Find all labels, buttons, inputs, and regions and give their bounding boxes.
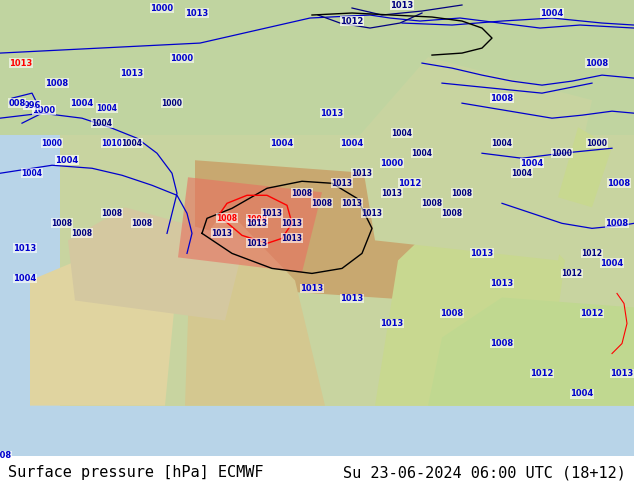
Text: 1008: 1008 (607, 179, 631, 188)
Text: 1008: 1008 (216, 214, 238, 223)
Text: 1004: 1004 (96, 104, 117, 113)
Text: 1000: 1000 (41, 139, 63, 147)
Polygon shape (185, 207, 325, 406)
Text: 1013: 1013 (611, 369, 633, 378)
Text: 1008: 1008 (451, 189, 472, 198)
Text: 1012: 1012 (580, 309, 604, 318)
Text: 1008: 1008 (131, 219, 153, 228)
Bar (60, 0, 634, 406)
Polygon shape (30, 257, 175, 406)
Polygon shape (178, 177, 322, 272)
Text: 1008: 1008 (585, 59, 609, 68)
Text: 1000: 1000 (171, 53, 193, 63)
Text: 1013: 1013 (120, 69, 144, 77)
Text: 1004: 1004 (491, 139, 512, 147)
Text: 1010: 1010 (101, 139, 122, 147)
Text: 1008: 1008 (491, 94, 514, 102)
Text: 1013: 1013 (351, 169, 373, 178)
Text: 1013: 1013 (382, 189, 403, 198)
Text: 1013: 1013 (301, 284, 323, 293)
Polygon shape (375, 177, 565, 406)
Text: 1004: 1004 (270, 139, 294, 147)
Text: 1012: 1012 (398, 179, 422, 188)
Text: 1004: 1004 (521, 159, 543, 168)
Text: 1008: 1008 (605, 219, 628, 228)
Text: 1008: 1008 (46, 78, 68, 88)
Text: 1004: 1004 (70, 98, 94, 108)
Text: 1013: 1013 (470, 249, 494, 258)
Text: 1008: 1008 (292, 189, 313, 198)
Polygon shape (558, 127, 612, 207)
Text: 1004: 1004 (13, 274, 37, 283)
Text: 1013: 1013 (391, 0, 413, 9)
Text: 1013: 1013 (380, 319, 404, 328)
Text: 1000: 1000 (586, 139, 607, 147)
Text: 1008: 1008 (101, 209, 122, 218)
Text: 1013: 1013 (361, 209, 382, 218)
Text: 1013: 1013 (212, 229, 233, 238)
Text: 1004: 1004 (600, 259, 624, 268)
Text: 1008: 1008 (441, 209, 463, 218)
Polygon shape (68, 207, 245, 320)
Text: 008: 008 (8, 98, 25, 108)
Text: 1013: 1013 (185, 8, 209, 18)
Text: 1008: 1008 (51, 219, 72, 228)
Text: 1012: 1012 (530, 369, 553, 378)
Text: Su 23-06-2024 06:00 UTC (18+12): Su 23-06-2024 06:00 UTC (18+12) (343, 466, 626, 480)
Text: 1013: 1013 (247, 219, 268, 228)
Polygon shape (428, 297, 634, 406)
Text: 1013: 1013 (247, 239, 268, 248)
Text: 1008: 1008 (441, 309, 463, 318)
Text: 1012: 1012 (562, 269, 583, 278)
Text: 1012: 1012 (340, 17, 364, 25)
Text: 1000: 1000 (380, 159, 404, 168)
Text: 1008: 1008 (247, 215, 268, 224)
Text: 1013: 1013 (281, 234, 302, 243)
Text: 1013: 1013 (490, 279, 514, 288)
Text: 1004: 1004 (512, 169, 533, 178)
Text: 1000: 1000 (32, 106, 56, 115)
Text: 1012: 1012 (581, 249, 602, 258)
Text: 1004: 1004 (411, 149, 432, 158)
Text: 1013: 1013 (281, 219, 302, 228)
Text: 1000: 1000 (150, 3, 174, 13)
Text: 1004: 1004 (55, 156, 79, 165)
Text: 1004: 1004 (571, 389, 593, 398)
Polygon shape (358, 57, 592, 260)
Text: 1008: 1008 (311, 199, 333, 208)
Polygon shape (0, 0, 634, 135)
Text: 1000: 1000 (552, 149, 573, 158)
Text: 1008: 1008 (491, 339, 514, 348)
Text: 1013: 1013 (340, 294, 364, 303)
Text: 1004: 1004 (340, 139, 364, 147)
Text: 1004: 1004 (22, 169, 42, 178)
Text: 1013: 1013 (342, 199, 363, 208)
Text: 1013: 1013 (10, 59, 32, 68)
Text: 1013: 1013 (332, 179, 353, 188)
Text: 1004: 1004 (91, 119, 112, 128)
Text: 1000: 1000 (162, 98, 183, 108)
Text: Surface pressure [hPa] ECMWF: Surface pressure [hPa] ECMWF (8, 466, 264, 480)
Text: 1013: 1013 (261, 209, 283, 218)
Text: 1008: 1008 (72, 229, 93, 238)
Text: 1004: 1004 (540, 8, 564, 18)
Polygon shape (195, 160, 465, 300)
Text: 1013: 1013 (13, 244, 37, 253)
Text: 1008: 1008 (0, 451, 11, 460)
Text: 1013: 1013 (320, 109, 344, 118)
Text: 1008: 1008 (422, 199, 443, 208)
Text: 1004: 1004 (392, 129, 413, 138)
Text: 1004: 1004 (122, 139, 143, 147)
Text: 996: 996 (23, 100, 41, 110)
